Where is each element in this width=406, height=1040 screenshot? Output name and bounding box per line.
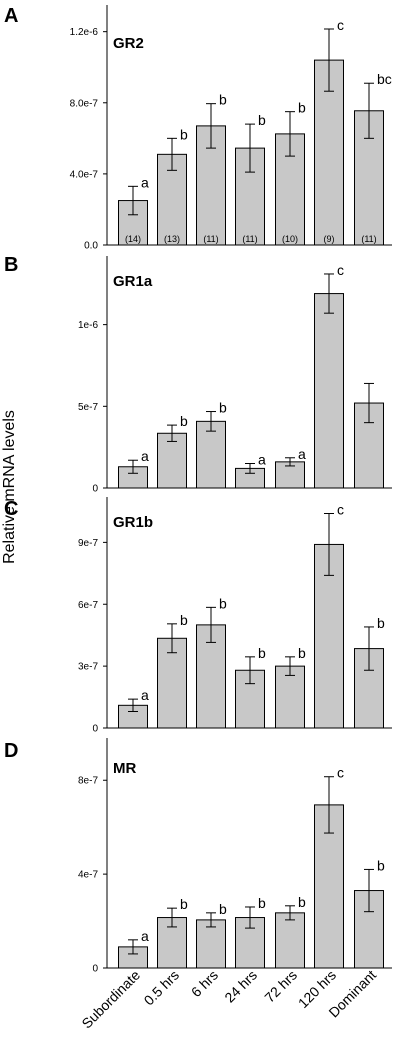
sample-size-label: (11) bbox=[203, 234, 218, 244]
significance-label: b bbox=[377, 615, 385, 631]
significance-label: b bbox=[258, 895, 266, 911]
panel-title: GR1b bbox=[113, 514, 153, 531]
bar bbox=[314, 293, 344, 489]
category-label: 6 hrs bbox=[188, 967, 221, 1000]
y-tick-label: 1e-6 bbox=[78, 320, 98, 331]
bar bbox=[157, 432, 187, 489]
significance-label: b bbox=[219, 400, 227, 416]
y-tick-label: 8e-7 bbox=[78, 776, 98, 787]
significance-label: b bbox=[219, 901, 227, 917]
significance-label: a bbox=[141, 928, 149, 944]
significance-label: c bbox=[337, 17, 344, 33]
significance-label: b bbox=[298, 645, 306, 661]
y-tick-label: 8.0e-7 bbox=[70, 98, 99, 109]
panel-d: D MR 0 4e-7 8e-7 a b b b b c b bbox=[4, 738, 392, 975]
panel-title: GR1a bbox=[113, 273, 153, 290]
significance-label: c bbox=[337, 262, 344, 278]
panel-letter: B bbox=[4, 254, 18, 276]
panel-letter: A bbox=[4, 5, 18, 27]
panel-b: B GR1a 0 5e-7 1e-6 a b b a a c bbox=[4, 254, 392, 495]
y-tick-label: 0 bbox=[92, 484, 98, 495]
bar bbox=[196, 919, 226, 969]
significance-label: b bbox=[258, 645, 266, 661]
sample-size-label: (11) bbox=[242, 234, 257, 244]
y-tick-label: 4e-7 bbox=[78, 870, 98, 881]
significance-label: b bbox=[219, 92, 227, 108]
significance-label: c bbox=[337, 502, 344, 518]
panel-letter: C bbox=[4, 498, 18, 520]
significance-label: a bbox=[298, 446, 306, 462]
category-label: 24 hrs bbox=[221, 967, 260, 1006]
sample-size-label: (14) bbox=[125, 234, 141, 244]
panels: A GR2 0.0 4.0e-7 8.0e-7 1.2e-6 a (14) b (13) b (11)… bbox=[4, 5, 392, 975]
significance-label: b bbox=[180, 413, 188, 429]
significance-label: b bbox=[180, 896, 188, 912]
panel-title: GR2 bbox=[113, 35, 144, 52]
y-tick-label: 1.2e-6 bbox=[70, 27, 99, 38]
significance-label: b bbox=[377, 857, 385, 873]
significance-label: c bbox=[337, 765, 344, 781]
sample-size-label: (11) bbox=[361, 234, 376, 244]
bar bbox=[275, 912, 305, 969]
y-tick-label: 0 bbox=[92, 964, 98, 975]
y-tick-label: 9e-7 bbox=[78, 538, 98, 549]
y-tick-label: 0.0 bbox=[84, 241, 98, 252]
y-tick-label: 4.0e-7 bbox=[70, 169, 99, 180]
panel-letter: D bbox=[4, 740, 18, 762]
significance-label: b bbox=[258, 112, 266, 128]
significance-label: b bbox=[219, 595, 227, 611]
significance-label: a bbox=[141, 174, 149, 190]
sample-size-label: (13) bbox=[164, 234, 180, 244]
panel-title: MR bbox=[113, 760, 136, 777]
y-axis-label: Relative mRNA levels bbox=[1, 410, 18, 564]
significance-label: b bbox=[180, 126, 188, 142]
y-tick-label: 6e-7 bbox=[78, 600, 98, 611]
sample-size-label: (10) bbox=[282, 234, 298, 244]
category-label: 0.5 hrs bbox=[141, 967, 183, 1009]
significance-label: b bbox=[180, 612, 188, 628]
significance-label: a bbox=[141, 448, 149, 464]
significance-label: a bbox=[258, 451, 266, 467]
y-tick-label: 0 bbox=[92, 724, 98, 735]
panel-a: A GR2 0.0 4.0e-7 8.0e-7 1.2e-6 a (14) b (13) b (11)… bbox=[4, 5, 392, 252]
bar bbox=[275, 665, 305, 729]
significance-label: b bbox=[298, 894, 306, 910]
y-tick-label: 5e-7 bbox=[78, 402, 98, 413]
panel-c: C GR1b 0 3e-7 6e-7 9e-7 a b b b b c b bbox=[4, 497, 392, 735]
significance-label: b bbox=[298, 100, 306, 116]
bar bbox=[196, 420, 226, 489]
significance-label: bc bbox=[377, 71, 392, 87]
y-tick-label: 3e-7 bbox=[78, 662, 98, 673]
significance-label: a bbox=[141, 687, 149, 703]
category-label: Subordinate bbox=[78, 967, 143, 1032]
sample-size-label: (9) bbox=[324, 234, 335, 244]
